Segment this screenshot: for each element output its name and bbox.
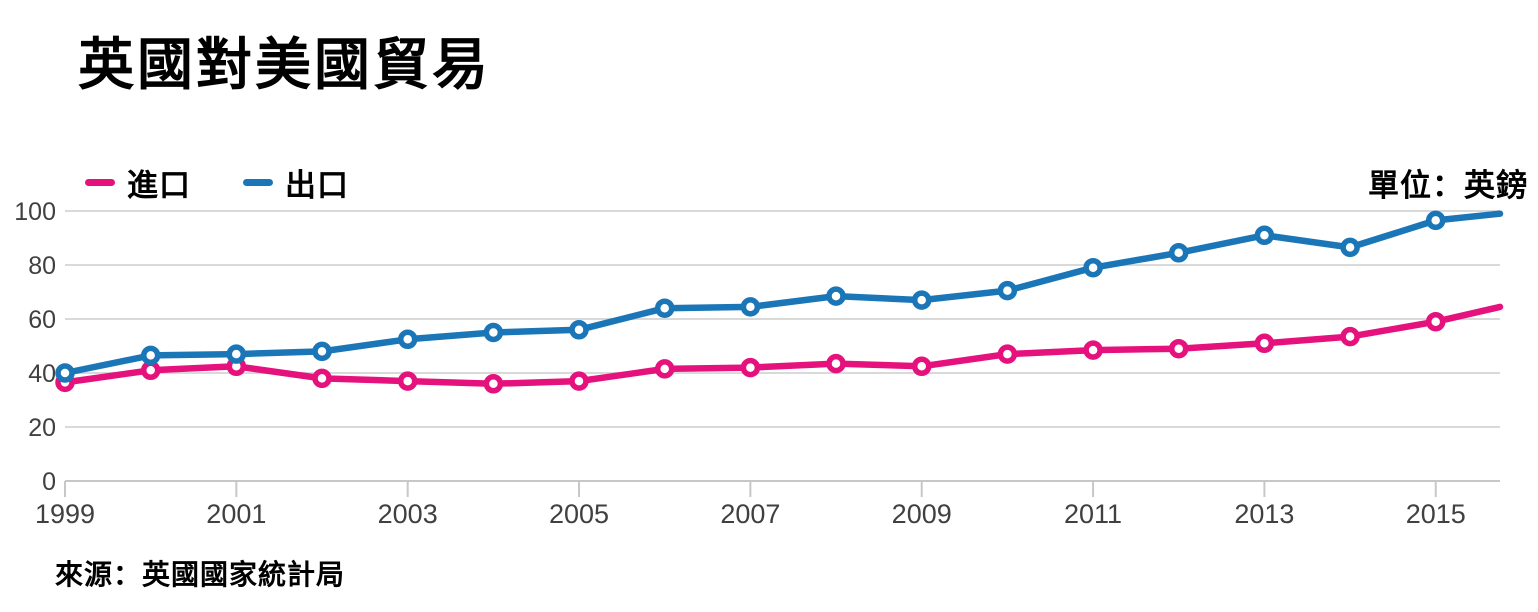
- marker-exports-2004: [483, 322, 504, 343]
- marker-exports-2001: [226, 344, 247, 364]
- marker-imports-2013: [1254, 333, 1275, 354]
- imports-color-key-icon: [85, 178, 115, 186]
- chart-meta-row: 進口 出口 單位：英鎊: [85, 160, 1528, 205]
- x-axis-label-2003: 2003: [378, 499, 438, 529]
- marker-exports-2008: [826, 286, 846, 306]
- y-axis-label-20: 20: [28, 414, 56, 442]
- marker-imports-2003: [397, 371, 418, 391]
- legend-label-exports: 出口: [285, 167, 349, 203]
- x-axis-label-2005: 2005: [549, 499, 609, 529]
- x-axis-label-2011: 2011: [1064, 499, 1122, 529]
- marker-imports-2011: [1083, 340, 1103, 360]
- unit-label: 單位：英鎊: [1368, 167, 1528, 203]
- marker-exports-2009: [911, 290, 932, 310]
- marker-imports-2015: [1425, 311, 1446, 332]
- x-axis-label-2013: 2013: [1234, 499, 1294, 529]
- marker-imports-2007: [740, 357, 761, 378]
- source-note: 來源：英國國家統計局: [55, 559, 346, 590]
- x-axis-label-1999: 1999: [35, 499, 95, 529]
- marker-imports-2006: [654, 359, 675, 379]
- y-axis-label-60: 60: [28, 306, 56, 334]
- series-line-exports: [61, 210, 1504, 377]
- marker-imports-2005: [569, 371, 589, 391]
- marker-exports-2000: [140, 345, 161, 366]
- marker-exports-2015: [1425, 210, 1446, 231]
- x-axis-label-2009: 2009: [892, 499, 952, 529]
- marker-exports-2002: [312, 341, 332, 362]
- y-axis-label-100: 100: [14, 198, 56, 226]
- y-axis-label-40: 40: [28, 360, 56, 388]
- marker-exports-2010: [997, 280, 1018, 301]
- marker-imports-2010: [997, 344, 1018, 364]
- legend-item-imports[interactable]: 進口: [85, 160, 191, 205]
- chart-title: 英國對美國貿易: [78, 33, 491, 96]
- marker-imports-2002: [312, 368, 332, 389]
- marker-exports-2003: [397, 329, 418, 350]
- legend: 進口 出口: [85, 160, 349, 205]
- marker-imports-2004: [483, 374, 504, 394]
- marker-exports-1999: [55, 363, 75, 383]
- y-axis-label-0: 0: [42, 468, 56, 496]
- marker-exports-2012: [1168, 243, 1189, 263]
- marker-imports-2014: [1340, 326, 1360, 347]
- marker-exports-2005: [569, 320, 589, 340]
- marker-imports-2012: [1168, 338, 1189, 359]
- marker-exports-2014: [1340, 237, 1360, 258]
- legend-item-exports[interactable]: 出口: [243, 160, 349, 205]
- marker-imports-2009: [911, 356, 932, 377]
- marker-imports-2000: [140, 360, 161, 381]
- exports-color-key-icon: [243, 178, 273, 186]
- marker-exports-2007: [740, 297, 761, 317]
- series-line-imports: [61, 303, 1504, 388]
- marker-imports-2008: [826, 353, 846, 374]
- marker-exports-2006: [654, 298, 675, 318]
- x-axis-label-2015: 2015: [1406, 499, 1466, 529]
- x-axis-label-2007: 2007: [720, 499, 780, 529]
- y-axis-label-80: 80: [28, 252, 56, 280]
- marker-exports-2011: [1083, 257, 1103, 278]
- legend-label-imports: 進口: [127, 167, 191, 203]
- marker-exports-2013: [1254, 225, 1275, 246]
- x-axis-label-2001: 2001: [206, 499, 266, 529]
